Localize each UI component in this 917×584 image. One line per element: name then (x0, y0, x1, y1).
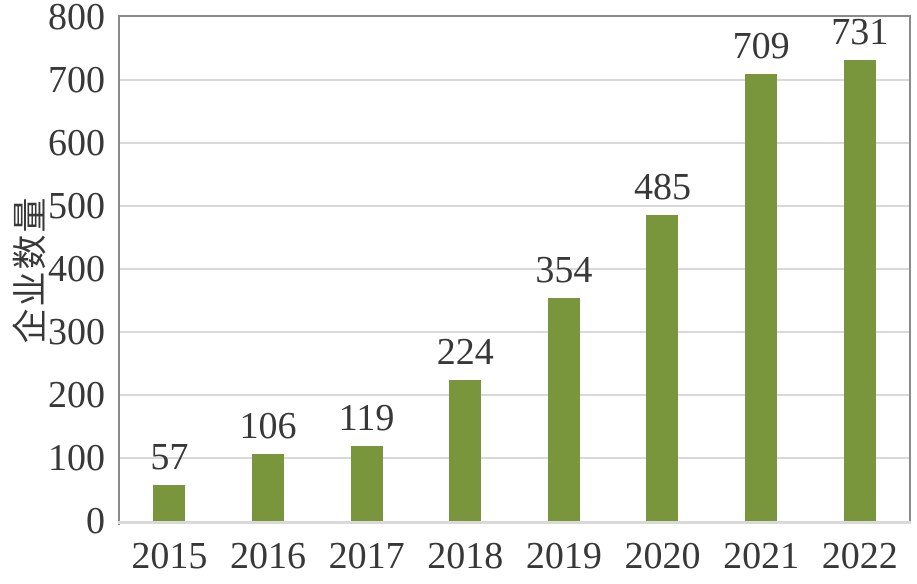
y-tick-label: 600 (48, 122, 105, 164)
x-tick-label-2021: 2021 (723, 535, 800, 577)
bar-2021 (745, 74, 778, 521)
x-axis-line (118, 521, 911, 524)
gridline (120, 142, 909, 144)
gridline (120, 79, 909, 81)
gridline (120, 394, 909, 396)
bar-2017 (350, 446, 383, 521)
y-axis: 0 100 200 300 400 500 600 700 800 (0, 0, 105, 541)
bar-value-label: 485 (633, 166, 691, 209)
x-tick-label-2018: 2018 (427, 535, 504, 577)
plot-border-top (118, 15, 911, 17)
y-tick-label: 200 (48, 374, 105, 416)
bar-value-label: 354 (535, 248, 593, 291)
y-tick-label: 500 (48, 185, 105, 227)
plot-area: 57 106 119 224 354 485 709 731 (118, 13, 911, 525)
bar-value-label: 57 (150, 436, 189, 479)
bar-2019 (547, 297, 580, 521)
bar-value-label: 709 (732, 25, 790, 68)
plot-border-right (909, 15, 911, 521)
x-axis: 2015 2016 2017 2018 2019 2020 2021 2022 (120, 533, 909, 579)
x-tick-label-2022: 2022 (821, 535, 898, 577)
y-tick-label: 100 (48, 437, 105, 479)
bar-value-label: 119 (338, 397, 395, 440)
bar-2022 (843, 60, 876, 521)
bar-2016 (251, 454, 284, 521)
x-tick-label-2016: 2016 (229, 535, 306, 577)
plot-border-left (118, 15, 120, 525)
y-tick-label: 400 (48, 248, 105, 290)
y-tick-label: 0 (86, 500, 105, 542)
bar-value-label: 731 (831, 11, 889, 54)
y-tick-label: 800 (48, 0, 105, 38)
x-tick-label-2020: 2020 (624, 535, 701, 577)
y-tick-label: 700 (48, 59, 105, 101)
gridline (120, 205, 909, 207)
bar-value-label: 224 (436, 330, 494, 373)
x-tick-label-2017: 2017 (328, 535, 405, 577)
gridline (120, 331, 909, 333)
x-tick-label-2015: 2015 (131, 535, 208, 577)
bar-2015 (153, 485, 186, 521)
gridline (120, 457, 909, 459)
bar-2020 (646, 215, 679, 521)
x-tick-label-2019: 2019 (525, 535, 602, 577)
bar-2018 (449, 379, 482, 521)
bar-value-label: 106 (239, 405, 297, 448)
y-tick-label: 300 (48, 311, 105, 353)
gridline (120, 268, 909, 270)
